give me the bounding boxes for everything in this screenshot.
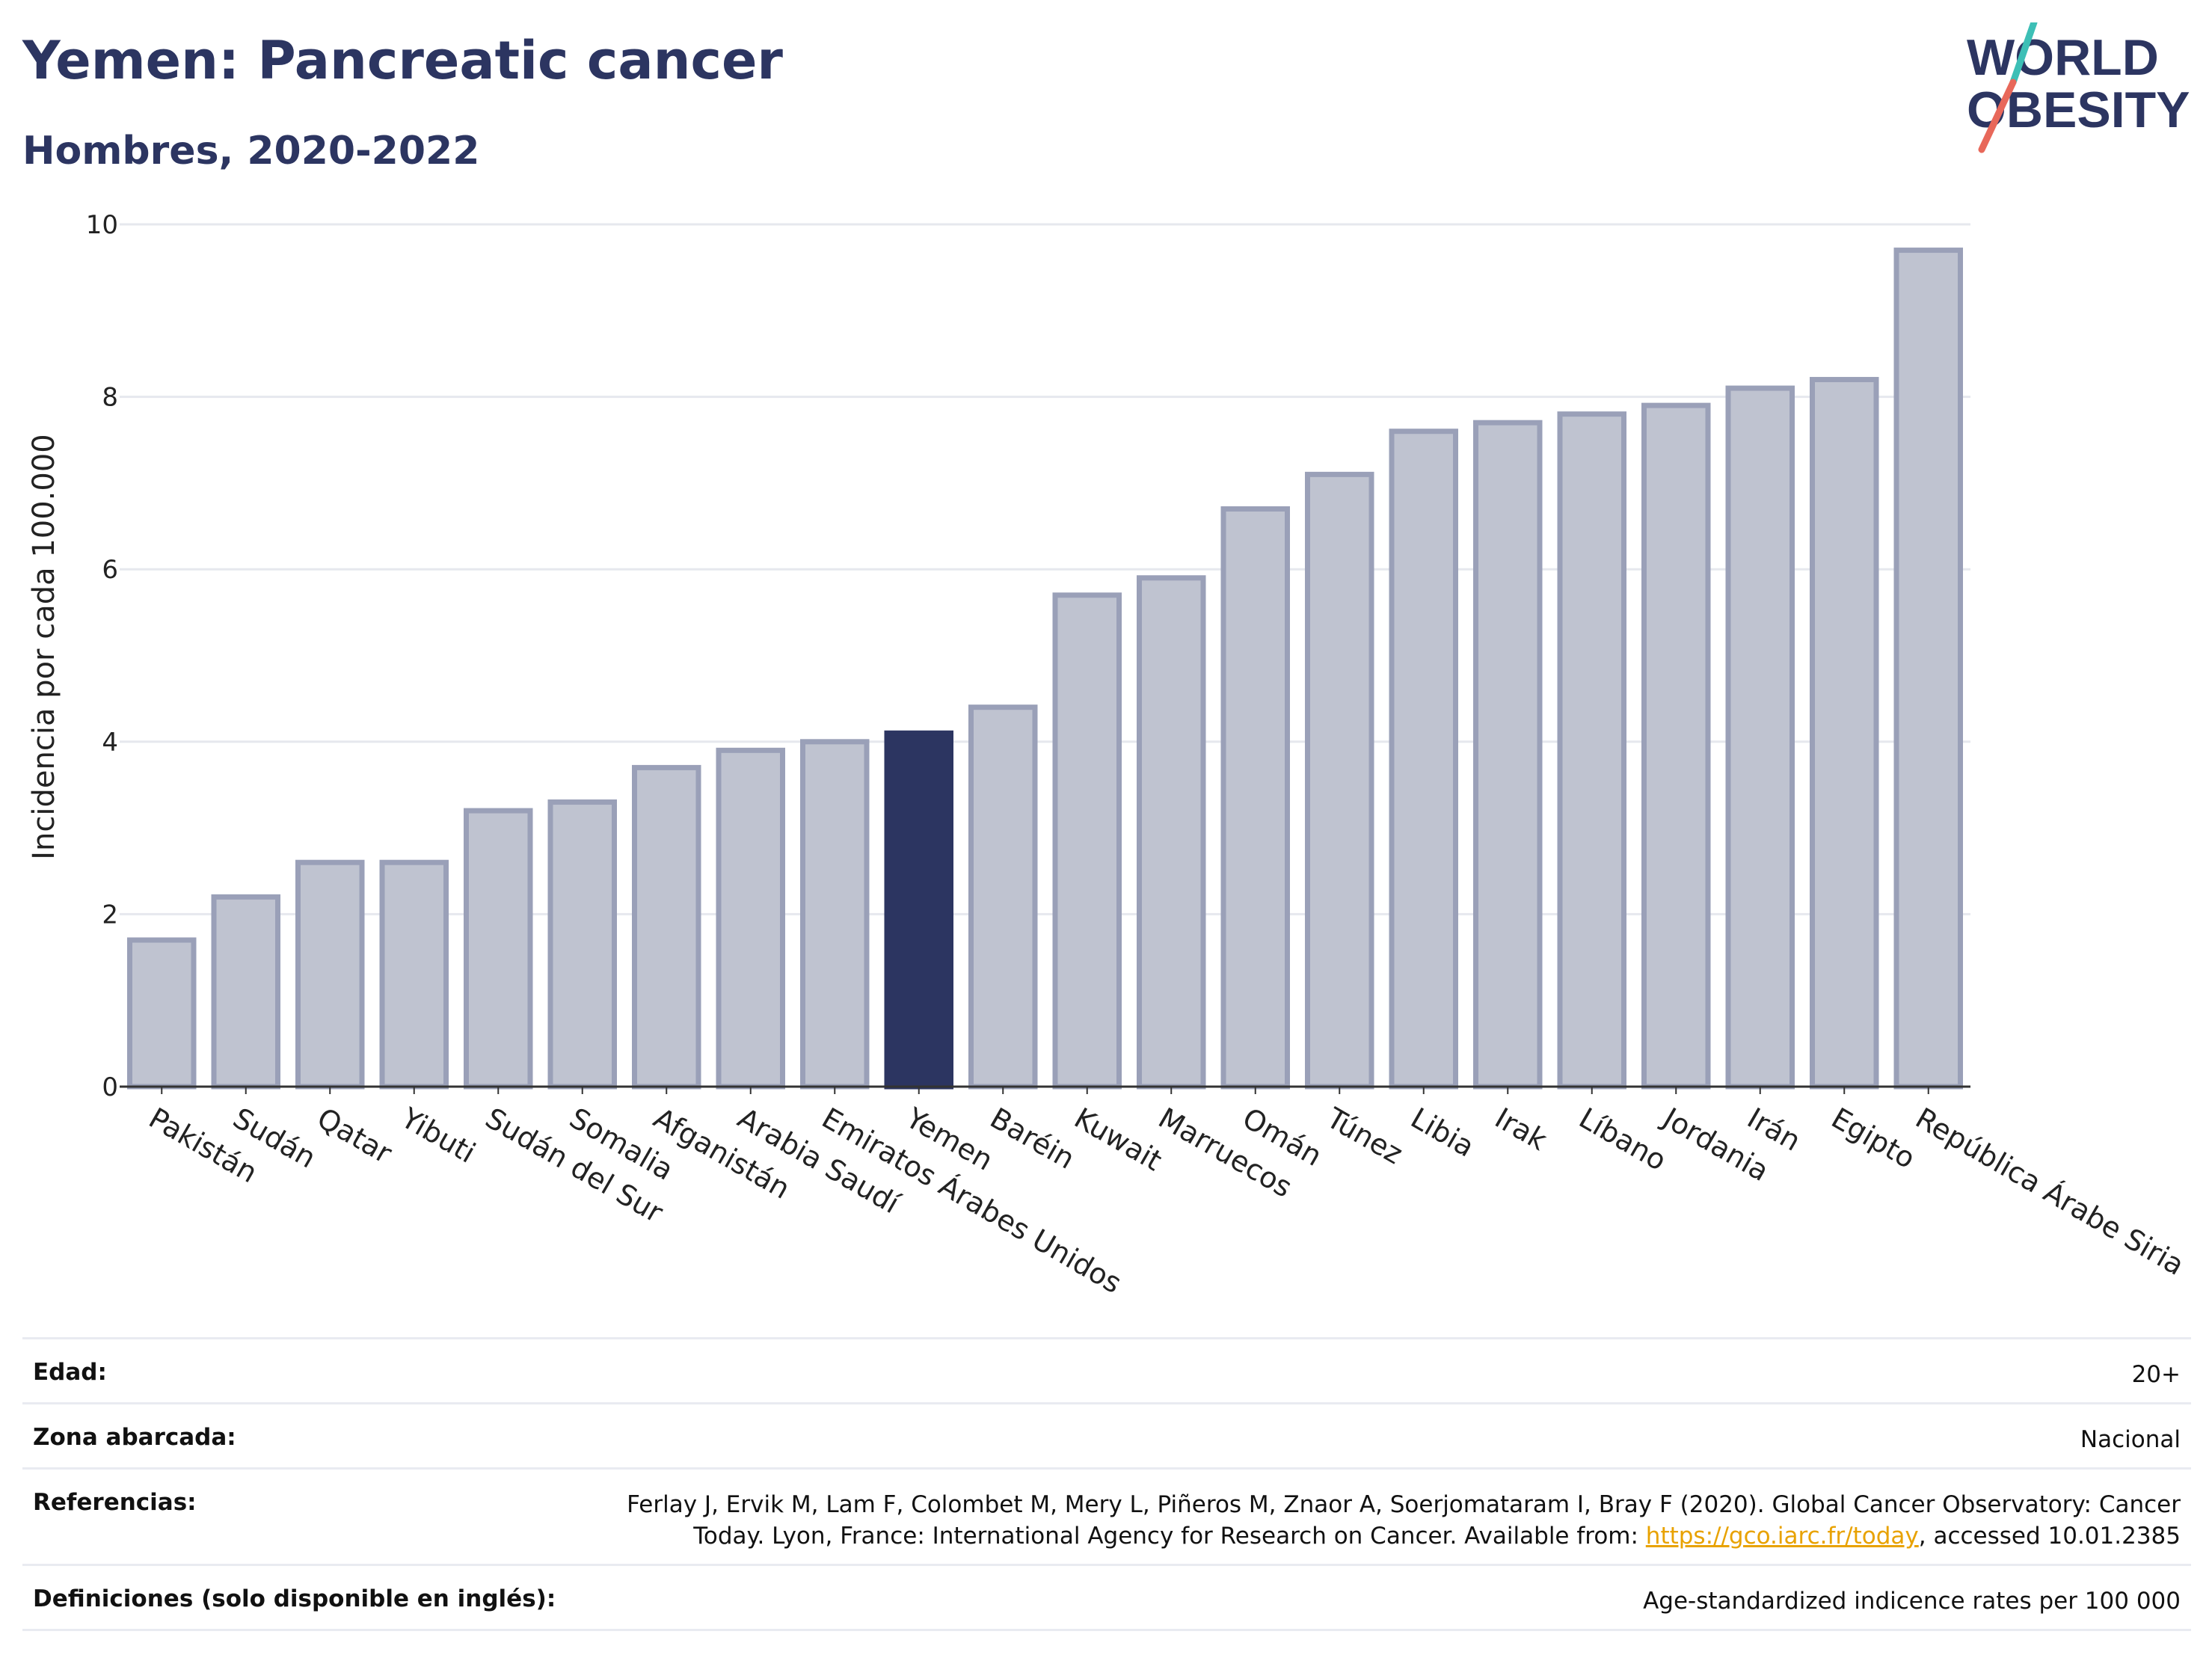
- age-value: 20+: [579, 1338, 2191, 1404]
- info-row-zone: Zona abarcada: Nacional: [22, 1403, 2191, 1470]
- bar-jordania: [1641, 402, 1711, 1090]
- zone-value: Nacional: [579, 1403, 2191, 1470]
- logo-slash-coral: [1978, 79, 2017, 153]
- bar-kuwait: [1052, 592, 1122, 1090]
- bar-afganistán: [632, 764, 701, 1090]
- bar-república-árabe-siria: [1893, 248, 1963, 1090]
- references-line1: Ferlay J, Ervik M, Lam F, Colombet M, Me…: [627, 1491, 2181, 1518]
- references-line2-end: , accessed 10.01.2385: [1918, 1523, 2181, 1550]
- info-row-definitions: Definiciones (solo disponible en inglés)…: [22, 1565, 2191, 1631]
- x-tick-label: Irak: [1490, 1102, 1552, 1157]
- x-tick-label: Egipto: [1826, 1102, 1921, 1176]
- age-label: Edad:: [22, 1338, 580, 1404]
- x-tick-label: Libia: [1405, 1102, 1480, 1164]
- y-tick-label: 6: [102, 555, 118, 585]
- bar-libia: [1389, 429, 1458, 1090]
- y-tick-label: 10: [86, 210, 118, 240]
- bar-irak: [1473, 420, 1543, 1090]
- bar-yibuti: [379, 859, 449, 1090]
- bar-qatar: [295, 859, 365, 1090]
- logo-line2: OBESITY: [1967, 82, 2190, 138]
- bar-marruecos: [1137, 575, 1206, 1090]
- bar-pakistán: [127, 937, 197, 1090]
- bar-somalia: [547, 799, 617, 1090]
- bar-sudán: [211, 894, 280, 1090]
- page-title: Yemen: Pancreatic cancer: [22, 30, 783, 91]
- x-tick-label: Túnez: [1321, 1101, 1408, 1170]
- y-tick-label: 4: [102, 728, 118, 758]
- definitions-label: Definiciones (solo disponible en inglés)…: [22, 1565, 580, 1631]
- definitions-value: Age-standardized indicence rates per 100…: [579, 1565, 2191, 1631]
- y-axis-title: Incidencia por cada 100.000: [27, 434, 61, 860]
- x-tick-label: Qatar: [312, 1102, 398, 1170]
- bar-layer: [127, 248, 1963, 1090]
- bar-sudán-del-sur: [464, 808, 533, 1090]
- x-tick-label: Yibuti: [395, 1101, 481, 1170]
- bar-omán: [1220, 506, 1290, 1090]
- logo-slash-teal: [2009, 22, 2038, 86]
- info-row-references: Referencias: Ferlay J, Ervik M, Lam F, C…: [22, 1468, 2191, 1566]
- bar-emiratos-árabes-unidos: [800, 739, 870, 1090]
- y-tick-label: 0: [102, 1072, 118, 1102]
- page-subtitle: Hombres, 2020-2022: [22, 129, 480, 174]
- x-tick-label: República Árabe Siria: [1910, 1102, 2190, 1282]
- x-tick-label: Líbano: [1573, 1102, 1672, 1177]
- bar-líbano: [1557, 411, 1626, 1090]
- world-obesity-logo: WORLD OBESITY: [1967, 22, 2190, 153]
- bar-arabia-saudí: [716, 747, 785, 1090]
- info-table: Edad: 20+ Zona abarcada: Nacional Refere…: [22, 1337, 2191, 1631]
- bar-irán: [1725, 385, 1795, 1090]
- y-tick-label: 2: [102, 900, 118, 930]
- references-line2: Today. Lyon, France: International Agenc…: [693, 1523, 1646, 1550]
- x-tick-label: Baréin: [985, 1102, 1081, 1176]
- references-link[interactable]: https://gco.iarc.fr/today: [1645, 1523, 1919, 1550]
- bar-túnez: [1305, 471, 1374, 1090]
- logo-line1: WORLD: [1967, 29, 2159, 86]
- bar-egipto: [1810, 377, 1879, 1090]
- axis-layer: 0 2 4 6 8 10: [86, 210, 1970, 1102]
- y-tick-label: 8: [102, 383, 118, 413]
- bar-baréin: [968, 704, 1038, 1090]
- info-row-age: Edad: 20+: [22, 1338, 2191, 1404]
- references-value: Ferlay J, Ervik M, Lam F, Colombet M, Me…: [579, 1468, 2191, 1566]
- references-label: Referencias:: [22, 1468, 580, 1566]
- x-tick-label: Kuwait: [1069, 1102, 1167, 1178]
- zone-label: Zona abarcada:: [22, 1403, 580, 1470]
- bar-yemen: [884, 730, 953, 1090]
